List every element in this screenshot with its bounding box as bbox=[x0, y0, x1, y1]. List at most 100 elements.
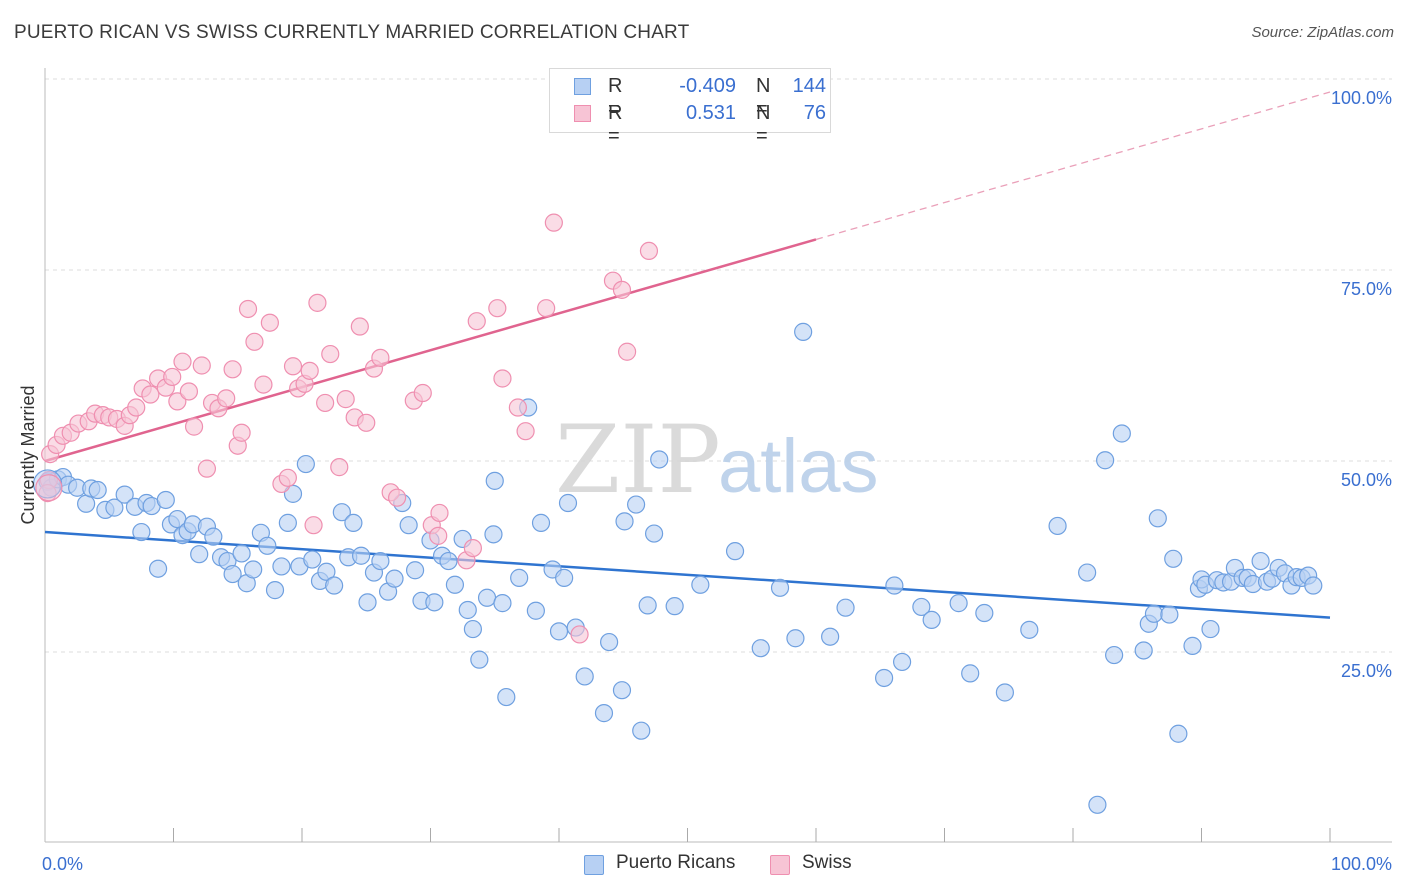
point-puerto-rican bbox=[612, 681, 632, 700]
r-value: -0.409 bbox=[679, 75, 736, 97]
point-swiss bbox=[217, 389, 236, 408]
point-puerto-rican bbox=[352, 546, 371, 565]
point-puerto-rican bbox=[132, 522, 151, 542]
point-swiss bbox=[467, 312, 486, 331]
point-puerto-rican bbox=[600, 632, 619, 652]
point-puerto-rican bbox=[594, 704, 614, 723]
watermark-atlas: atlas bbox=[718, 424, 879, 509]
point-swiss bbox=[570, 625, 589, 644]
y-tick-label: 75.0% bbox=[1341, 279, 1392, 299]
point-puerto-rican bbox=[1088, 795, 1107, 814]
point-swiss bbox=[238, 299, 258, 319]
point-puerto-rican bbox=[88, 480, 107, 500]
point-swiss bbox=[537, 299, 556, 318]
point-puerto-rican bbox=[484, 525, 503, 544]
point-puerto-rican bbox=[1160, 605, 1179, 624]
point-puerto-rican bbox=[1183, 636, 1202, 655]
point-puerto-rican bbox=[445, 575, 465, 594]
point-puerto-rican bbox=[770, 578, 790, 597]
tick-labels: 25.0% 50.0% 75.0% 100.0% 0.0% 100.0% bbox=[42, 88, 1392, 874]
point-puerto-rican bbox=[949, 594, 968, 613]
point-puerto-rican bbox=[1020, 620, 1039, 639]
n-value: 144 bbox=[792, 75, 826, 97]
point-swiss bbox=[413, 383, 432, 403]
point-puerto-rican bbox=[470, 650, 489, 669]
point-puerto-rican bbox=[105, 498, 124, 517]
point-puerto-rican bbox=[665, 597, 684, 616]
point-swiss bbox=[163, 367, 182, 387]
point-swiss bbox=[493, 369, 512, 388]
point-puerto-rican bbox=[1105, 645, 1124, 665]
point-puerto-rican bbox=[425, 593, 444, 612]
point-puerto-rican bbox=[650, 450, 669, 469]
point-puerto-rican bbox=[272, 557, 291, 576]
point-puerto-rican bbox=[626, 495, 646, 514]
point-puerto-rican bbox=[912, 597, 931, 617]
point-puerto-rican bbox=[632, 721, 651, 740]
x-tick-label: 0.0% bbox=[42, 854, 83, 874]
point-puerto-rican bbox=[204, 527, 223, 546]
trend-lines bbox=[44, 91, 1331, 619]
data-points bbox=[32, 69, 1323, 814]
point-puerto-rican bbox=[1164, 549, 1183, 568]
point-puerto-rican bbox=[148, 559, 168, 578]
point-puerto-rican bbox=[1134, 641, 1153, 660]
point-puerto-rican bbox=[575, 667, 594, 686]
point-puerto-rican bbox=[786, 629, 805, 648]
point-puerto-rican bbox=[1096, 451, 1115, 470]
point-puerto-rican bbox=[439, 551, 458, 571]
point-puerto-rican bbox=[821, 627, 840, 646]
point-swiss bbox=[300, 361, 319, 380]
point-puerto-rican bbox=[1148, 509, 1167, 528]
point-swiss bbox=[278, 468, 297, 487]
point-swiss bbox=[232, 423, 251, 442]
bottom-legend-label: Puerto Ricans bbox=[616, 852, 736, 873]
point-swiss bbox=[260, 313, 279, 332]
point-puerto-rican bbox=[303, 550, 322, 569]
point-puerto-rican bbox=[332, 503, 351, 522]
point-swiss bbox=[357, 413, 376, 432]
point-puerto-rican bbox=[1144, 604, 1164, 623]
point-swiss bbox=[321, 344, 340, 364]
point-puerto-rican bbox=[258, 536, 277, 555]
point-puerto-rican bbox=[1078, 563, 1097, 582]
point-swiss bbox=[350, 317, 369, 336]
point-puerto-rican bbox=[892, 652, 912, 672]
y-axis-label: Currently Married bbox=[18, 385, 38, 524]
point-swiss bbox=[35, 474, 63, 502]
point-puerto-rican bbox=[995, 683, 1014, 702]
point-swiss bbox=[192, 356, 211, 375]
point-puerto-rican bbox=[223, 564, 242, 584]
point-puerto-rican bbox=[526, 601, 545, 620]
point-puerto-rican bbox=[549, 622, 569, 641]
point-swiss bbox=[639, 241, 659, 260]
point-puerto-rican bbox=[265, 581, 285, 600]
point-puerto-rican bbox=[751, 639, 770, 658]
point-puerto-rican bbox=[1048, 516, 1067, 536]
point-puerto-rican bbox=[385, 569, 404, 588]
point-puerto-rican bbox=[644, 524, 664, 543]
point-puerto-rican bbox=[244, 560, 263, 579]
point-swiss bbox=[141, 385, 160, 404]
point-puerto-rican bbox=[493, 594, 512, 613]
point-puerto-rican bbox=[961, 664, 980, 683]
point-swiss bbox=[316, 393, 335, 413]
point-swiss bbox=[283, 357, 303, 376]
point-puerto-rican bbox=[317, 562, 336, 581]
point-swiss bbox=[179, 382, 199, 401]
point-puerto-rican bbox=[358, 593, 377, 612]
point-puerto-rican bbox=[278, 513, 297, 532]
point-swiss bbox=[304, 516, 323, 535]
point-puerto-rican bbox=[615, 512, 634, 531]
point-puerto-rican bbox=[885, 576, 904, 595]
trend-line-swiss-extension bbox=[815, 91, 1331, 241]
point-puerto-rican bbox=[691, 575, 710, 594]
point-puerto-rican bbox=[371, 551, 390, 571]
point-swiss bbox=[245, 332, 264, 351]
x-tick-label: 100.0% bbox=[1331, 854, 1392, 874]
correlation-legend: R = -0.409 N = 144 R = 0.531 N = 76 bbox=[549, 68, 831, 147]
point-puerto-rican bbox=[156, 490, 175, 510]
point-puerto-rican bbox=[555, 568, 574, 587]
point-puerto-rican bbox=[638, 596, 657, 615]
